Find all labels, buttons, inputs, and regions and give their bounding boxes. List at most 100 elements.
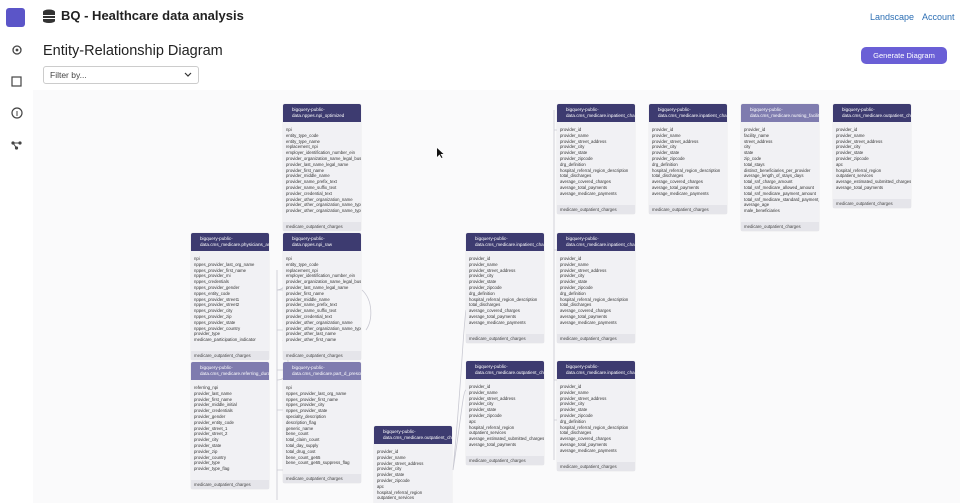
table-relation: medicare_outpatient_charges (283, 221, 361, 231)
settings-icon[interactable] (12, 45, 22, 55)
field-name: provider_id (560, 256, 582, 261)
field-name: provider_street_address (469, 267, 516, 273)
field-name: provider_city (560, 273, 585, 279)
table-project: bigquery-public- (566, 236, 599, 241)
field-name: referring_npi (194, 385, 219, 390)
table-header: bigquery-public-data.nppes.npi_optimized (283, 104, 361, 122)
field-name: provider_id (836, 127, 858, 132)
db-icon (43, 9, 55, 23)
table-card[interactable]: bigquery-public-data.cms_medicare.referr… (191, 362, 269, 489)
table-header: bigquery-public-data.cms_medicare.outpat… (374, 426, 452, 444)
field-name: total_day_supply (286, 442, 319, 448)
field-name: provider_type (194, 460, 221, 466)
field-name: average_total_payments (560, 441, 608, 447)
field-name: provider_name_suffix_text (286, 184, 337, 190)
table-project: bigquery-public- (292, 107, 325, 112)
field-name: distinct_beneficiaries_per_provider (744, 167, 811, 173)
field-name: provider_last_name_legal_name (286, 284, 349, 290)
field-name: total_snf_medicare_standard_payment_amou… (744, 196, 819, 202)
field-name: provider_state (836, 150, 864, 156)
field-name: total_drug_cost (286, 448, 316, 454)
table-header: bigquery-public-data.cms_medicare.nursin… (741, 104, 819, 122)
table-card[interactable]: bigquery-public-data.cms_medicare.outpat… (374, 426, 452, 503)
field-name: provider_last_name (194, 390, 232, 396)
field-name: provider_middle_name (286, 296, 330, 302)
field-name: provider_street_address (836, 138, 883, 144)
field-name: provider_state (652, 150, 680, 156)
field-name: average_covered_charges (560, 179, 611, 185)
table-header: bigquery-public-data.cms_medicare.referr… (191, 362, 269, 380)
table-card[interactable]: bigquery-public-data.cms_medicare.inpati… (557, 361, 635, 471)
nav-link[interactable]: Account (922, 12, 955, 22)
table-header: bigquery-public-data.cms_medicare.outpat… (833, 104, 911, 122)
field-name: outpatient_services (377, 495, 415, 501)
table-relation: medicare_outpatient_charges (191, 350, 269, 360)
field-name: average_medicare_payments (560, 447, 617, 453)
logo[interactable] (6, 8, 25, 27)
field-name: npi (194, 256, 200, 261)
doc-icon[interactable] (11, 76, 22, 87)
field-name: nppes_entity_code (194, 290, 231, 296)
field-name: npi (286, 385, 292, 390)
table-name: data.cms_medicare.inpatient_charges (566, 369, 635, 375)
field-name: provider_street_address (377, 460, 424, 466)
field-name: total_snf_medicare_payment_amount (744, 190, 816, 196)
field-name: provider_name_suffix_text (286, 308, 337, 314)
table-card[interactable]: bigquery-public-data.cms_medicare.inpati… (649, 104, 727, 214)
field-name: nppes_provider_city (194, 308, 233, 314)
table-card[interactable]: bigquery-public-data.cms_medicare.physic… (191, 233, 269, 360)
field-name: replacement_npi (286, 267, 318, 273)
table-card[interactable]: bigquery-public-data.cms_medicare.inpati… (557, 104, 635, 214)
table-card[interactable]: bigquery-public-data.cms_medicare.outpat… (833, 104, 911, 208)
table-relation: medicare_outpatient_charges (557, 461, 635, 471)
field-name: bene_count_ge65 (286, 454, 321, 460)
field-name: specialty_description (286, 413, 326, 419)
table-fields: referring_npi provider_last_name provider_… (191, 380, 269, 472)
table-project: bigquery-public- (566, 364, 599, 369)
field-name: apc (377, 483, 384, 489)
field-name: total_discharges (560, 173, 592, 179)
field-name: nppes_provider_first_name (194, 267, 247, 273)
table-card[interactable]: bigquery-public-data.cms_medicare.nursin… (741, 104, 819, 231)
field-name: provider_last_name_legal_name (286, 161, 349, 167)
field-name: provider_credential_text (286, 313, 332, 319)
table-card[interactable]: bigquery-public-data.cms_medicare.outpat… (466, 361, 544, 465)
field-name: nppes_provider_state (286, 408, 328, 414)
field-name: drg_definition (560, 161, 586, 167)
info-icon[interactable] (11, 107, 23, 119)
field-name: average_covered_charges (560, 308, 611, 314)
field-name: hospital_referral_region (469, 424, 515, 430)
field-name: facility_name (744, 132, 770, 138)
field-name: nppes_credentials (194, 279, 229, 285)
field-name: provider_city (377, 466, 402, 472)
field-name: provider_first_name (286, 167, 324, 173)
table-name: data.cms_medicare.referring_durable_ (200, 370, 269, 376)
generate-button[interactable]: Generate Diagram (861, 47, 947, 64)
field-name: provider_name (560, 261, 589, 267)
app-title: BQ - Healthcare data analysis (61, 8, 244, 23)
table-project: bigquery-public- (475, 236, 508, 241)
field-name: average_estimated_submitted_charges (836, 179, 911, 185)
table-project: bigquery-public- (566, 107, 599, 112)
field-name: provider_city (560, 144, 585, 150)
filter-placeholder: Filter by... (50, 70, 87, 80)
field-name: description_flag (286, 419, 317, 425)
field-name: provider_other_organization_name_type_co… (286, 202, 361, 208)
nav-link[interactable]: Landscape (870, 12, 915, 22)
graph-icon[interactable] (11, 141, 22, 150)
table-card[interactable]: bigquery-public-data.nppes.npi_optimized… (283, 104, 361, 231)
field-name: provider_name (469, 389, 498, 395)
table-card[interactable]: bigquery-public-data.nppes.npi_raw npi ent… (283, 233, 361, 360)
table-card[interactable]: bigquery-public-data.cms_medicare.inpati… (557, 233, 635, 343)
table-fields: npi entity_type_code replacement_npi employ… (283, 251, 361, 343)
table-card[interactable]: bigquery-public-data.cms_medicare.inpati… (466, 233, 544, 343)
table-project: bigquery-public- (200, 236, 233, 241)
table-card[interactable]: bigquery-public-data.cms_medicare.part_d… (283, 362, 361, 484)
field-name: provider_organization_name_legal_busines… (286, 279, 361, 285)
field-name: provider_street_address (560, 138, 607, 144)
field-name: provider_street_address (652, 138, 699, 144)
filter-dropdown[interactable]: Filter by... (43, 66, 199, 84)
field-name: total_discharges (469, 302, 501, 308)
field-name: provider_name_prefix_text (286, 302, 337, 308)
field-name: provider_other_last_name (286, 331, 336, 337)
